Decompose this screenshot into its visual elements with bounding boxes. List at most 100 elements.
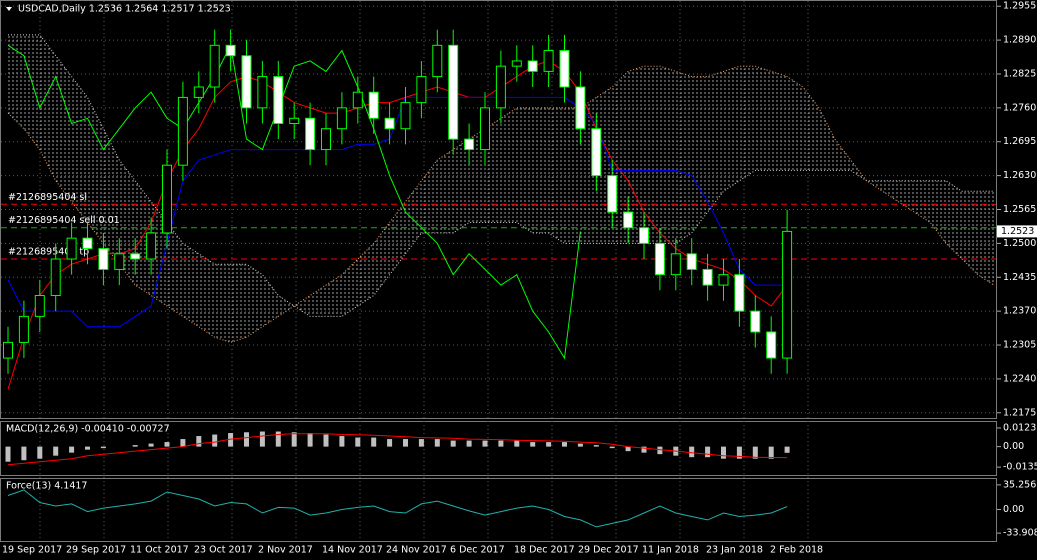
macd-bar: [148, 443, 154, 447]
indicator-title: MACD(12,26,9) -0.00410 -0.00727: [6, 424, 170, 435]
macd-bar: [784, 446, 790, 453]
candle-body: [686, 253, 697, 270]
x-tick-label: 18 Dec 2017: [514, 545, 575, 556]
macd-bar: [736, 446, 742, 459]
macd-bar: [132, 445, 138, 447]
candle-body: [718, 274, 729, 286]
cloud-span-a: [7, 65, 995, 343]
y-tick-label: 1.2825: [1003, 68, 1036, 79]
candle-body: [384, 117, 395, 130]
candle-body: [66, 237, 77, 260]
candle-body: [639, 227, 649, 244]
x-tick-label: 2 Feb 2018: [770, 545, 823, 556]
macd-bar: [259, 431, 265, 447]
candle-body: [3, 341, 13, 359]
candle-body: [591, 128, 602, 177]
x-tick-label: 11 Oct 2017: [130, 545, 189, 556]
y-tick-label: 1.2370: [1003, 306, 1036, 317]
candle-body: [336, 107, 347, 130]
x-tick-label: 11 Jan 2018: [642, 545, 699, 556]
macd-bar: [355, 437, 361, 447]
indicator-line: [7, 60, 788, 390]
x-tick-label: 6 Dec 2017: [450, 545, 505, 556]
candle-body: [305, 117, 316, 151]
macd-bar: [85, 446, 90, 450]
candle-body: [527, 60, 538, 72]
force-line: [7, 489, 788, 528]
y-tick-label: 0.00: [1003, 504, 1024, 515]
y-tick-label: 0.00: [1003, 441, 1024, 452]
macd-bar: [100, 446, 106, 449]
macd-bar: [180, 439, 186, 447]
candle-body: [495, 65, 506, 109]
candle-body: [193, 86, 204, 98]
y-tick-label: 1.2955: [1003, 1, 1036, 12]
order-label: #2126895404 tp: [8, 247, 89, 258]
panel-frames: [0, 0, 997, 542]
macd-bar: [546, 442, 552, 447]
macd-bar: [721, 446, 726, 459]
candle-body: [702, 268, 713, 286]
macd-bar: [339, 436, 345, 447]
candle-body: [98, 248, 109, 270]
candle-body: [607, 175, 618, 213]
macd-bar: [164, 442, 170, 447]
macd-bar: [625, 446, 631, 452]
macd-signal: [7, 433, 788, 466]
candle-body: [416, 76, 427, 104]
candle-body: [209, 44, 220, 88]
candle-body: [464, 138, 475, 151]
macd-bar: [593, 445, 599, 447]
candle-body: [543, 50, 554, 72]
candle-body: [511, 60, 522, 67]
macd-bar: [307, 433, 313, 447]
x-tick-label: 23 Jan 2018: [706, 545, 763, 556]
macd-bar: [37, 446, 43, 459]
candle-body: [82, 237, 93, 250]
candle-body: [321, 128, 331, 151]
candle-body: [575, 86, 586, 130]
y-tick-label: 1.2500: [1003, 238, 1036, 249]
candle-body: [50, 258, 61, 297]
macd-bar: [387, 439, 393, 447]
macd-bar: [244, 432, 249, 447]
candle-body: [654, 242, 665, 276]
macd-bar: [562, 442, 567, 447]
macd-bar: [69, 446, 75, 453]
candle-body: [241, 55, 252, 109]
macd-bar: [228, 433, 234, 447]
macd-bar: [530, 442, 536, 447]
indicator-line: [7, 43, 581, 360]
candle-body: [146, 232, 157, 260]
y-tick-label: 1.2435: [1003, 272, 1036, 283]
candle-body: [480, 107, 490, 151]
macd-bar: [577, 443, 583, 447]
macd-bar: [418, 439, 424, 447]
chart-title: USDCAD,Daily 1.2536 1.2564 1.2517 1.2523: [18, 4, 231, 15]
last-price-badge: [997, 225, 1037, 238]
candle-body: [766, 331, 777, 359]
order-label: #2126895404 sell 0.01: [8, 215, 120, 226]
last-price-label: 1.2523: [1001, 226, 1034, 237]
candle-body: [177, 96, 188, 166]
y-tick-label: 1.2240: [1003, 373, 1036, 384]
y-tick-label: -0.01359: [1003, 462, 1037, 473]
collapse-triangle: [6, 7, 12, 11]
macd-bar: [434, 439, 440, 447]
macd-bar: [403, 439, 408, 447]
candle-body: [130, 253, 141, 260]
y-tick-label: 1.2305: [1003, 340, 1036, 351]
y-tick-label: 1.2565: [1003, 204, 1036, 215]
candle-body: [432, 44, 443, 78]
indicator-line: [7, 96, 788, 328]
cloud-area: [8, 34, 994, 343]
candle-body: [114, 253, 125, 270]
y-tick-label: 1.2760: [1003, 102, 1036, 113]
macd-bar: [53, 446, 59, 456]
macd-bar: [291, 432, 297, 447]
y-tick-label: 1.2695: [1003, 136, 1036, 147]
macd-bar: [705, 446, 711, 458]
x-tick-label: 29 Dec 2017: [578, 545, 639, 556]
macd-bar: [609, 446, 615, 449]
